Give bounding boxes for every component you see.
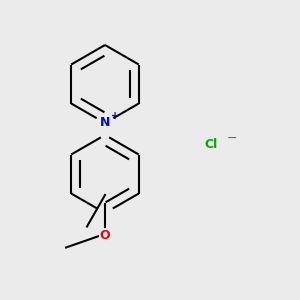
Text: Cl: Cl — [204, 137, 217, 151]
Text: N: N — [100, 116, 110, 130]
Text: O: O — [100, 229, 110, 242]
Text: +: + — [110, 111, 119, 122]
Text: −: − — [226, 132, 237, 145]
